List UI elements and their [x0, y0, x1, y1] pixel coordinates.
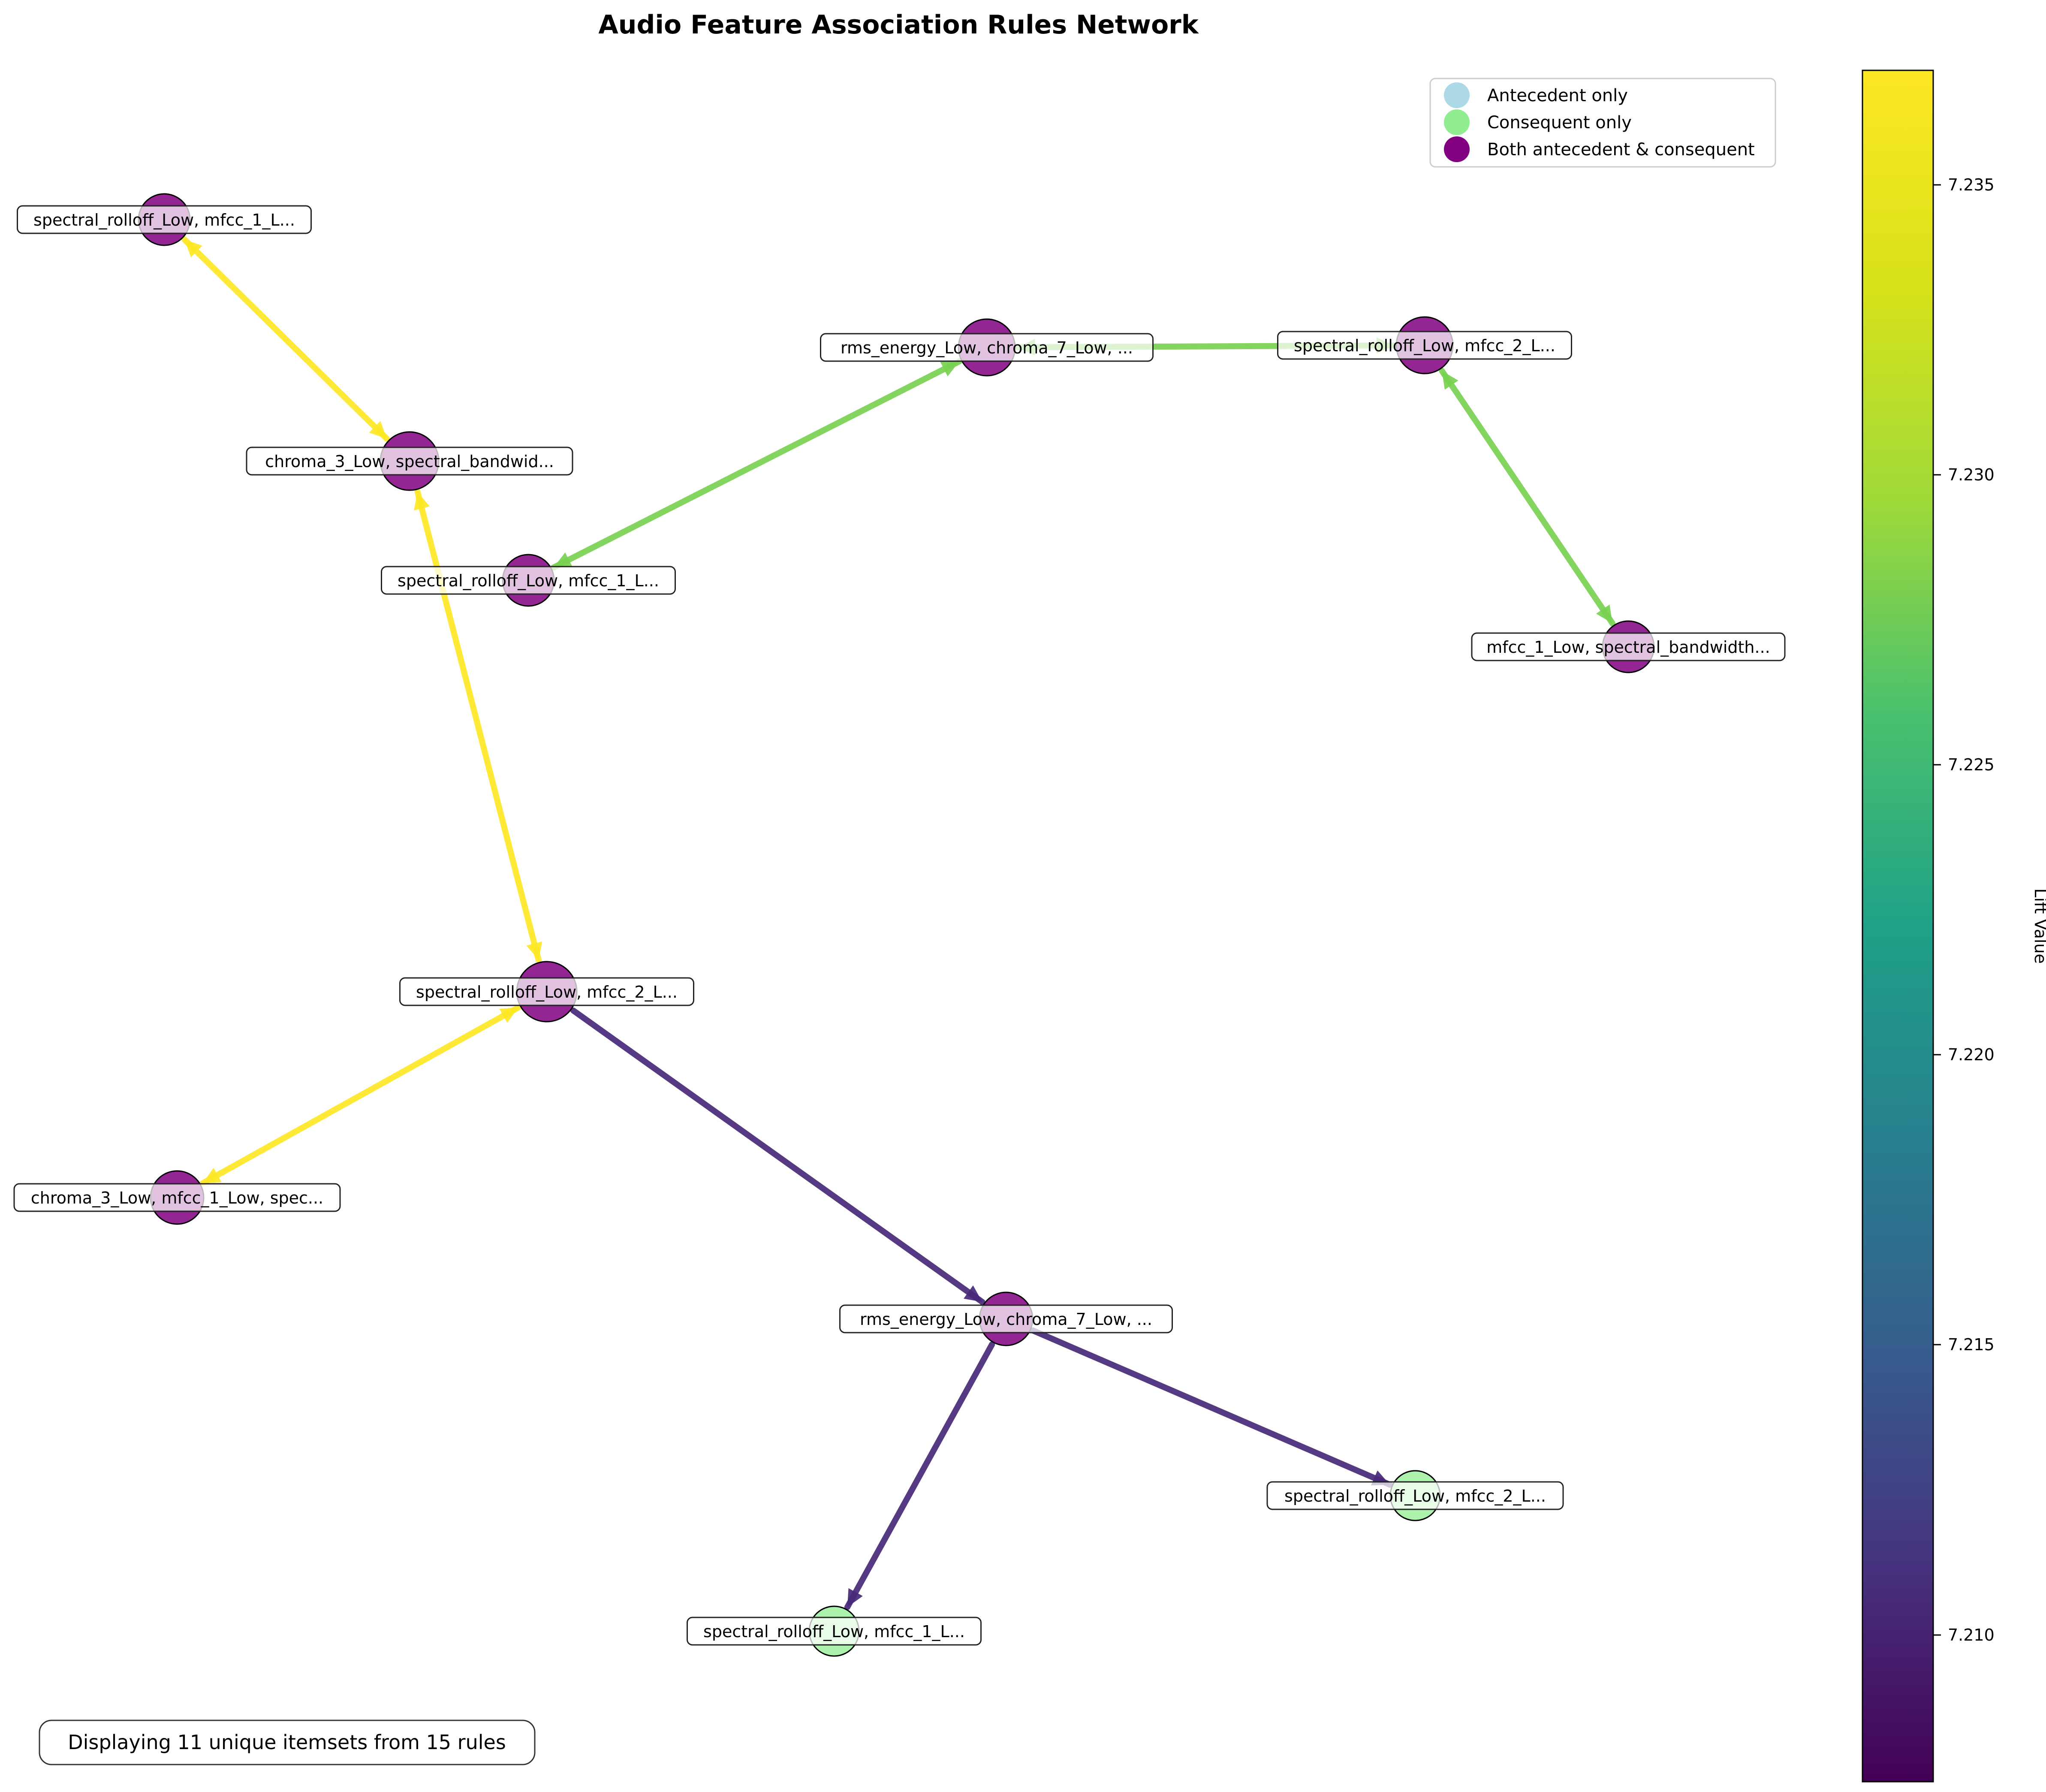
edge-arrowhead [369, 421, 387, 439]
edge-line [181, 236, 390, 442]
node-label-box [399, 977, 694, 1006]
colorbar-tick-label: 7.210 [1948, 1626, 1995, 1644]
edge-line [570, 1008, 985, 1305]
itemset-node[interactable]: spectral_rolloff_Low, mfcc_1_L... [17, 193, 312, 246]
colorbar-ticks: 7.210 7.215 7.220 7.225 7.230 7.235 [1933, 175, 1995, 1644]
rule-edge [844, 1341, 995, 1610]
node-label-box [820, 333, 1154, 362]
edge-arrowhead [847, 1588, 863, 1607]
node-label-box [246, 446, 573, 476]
edge-arrowhead [202, 1168, 222, 1183]
itemset-node[interactable]: spectral_rolloff_Low, mfcc_1_L... [381, 554, 676, 607]
legend-marker-both [1444, 136, 1470, 162]
legend-marker-antecedent [1444, 82, 1470, 108]
legend-label-both: Both antecedent & consequent [1487, 140, 1755, 160]
node-label-box [1266, 1481, 1564, 1510]
node-label-box [1277, 331, 1572, 360]
edge-line [844, 1341, 995, 1610]
node-label: chroma_3_Low, spectral_bandwid... [265, 452, 554, 471]
node-label-box [839, 1304, 1173, 1333]
node-label: spectral_rolloff_Low, mfcc_1_L... [703, 1622, 965, 1641]
node-label: mfcc_1_Low, spectral_bandwidth... [1486, 638, 1770, 657]
edge-arrowhead [1442, 371, 1458, 390]
edge-arrowhead [184, 239, 202, 257]
colorbar-tick-label: 7.215 [1948, 1335, 1995, 1354]
itemset-node[interactable]: chroma_3_Low, spectral_bandwid... [246, 431, 573, 491]
colorbar-tick-label: 7.225 [1948, 755, 1995, 774]
edge-arrowhead [499, 1007, 518, 1023]
itemset-node[interactable]: spectral_rolloff_Low, mfcc_2_L... [1266, 1470, 1564, 1521]
footer-note-text: Displaying 11 unique itemsets from 15 ru… [68, 1731, 506, 1754]
rule-edge [1439, 368, 1616, 627]
legend-label-antecedent: Antecedent only [1487, 86, 1628, 106]
colorbar-tick-label: 7.235 [1948, 175, 1995, 194]
itemset-node[interactable]: spectral_rolloff_Low, mfcc_2_L... [399, 961, 694, 1023]
node-label: spectral_rolloff_Low, mfcc_2_L... [416, 983, 678, 1002]
colorbar: 7.210 7.215 7.220 7.225 7.230 7.235 Lift Valu… [1862, 69, 2046, 1783]
node-layer: spectral_rolloff_Low, mfcc_1_L... chroma_… [13, 193, 1786, 1657]
legend-label-consequent: Consequent only [1487, 113, 1632, 133]
edge-arrowhead [553, 552, 573, 568]
edge-arrowhead [964, 1285, 982, 1302]
node-label-box [381, 566, 676, 595]
rule-edge [181, 236, 390, 442]
node-label: spectral_rolloff_Low, mfcc_1_L... [33, 211, 295, 229]
rule-edge [570, 1008, 985, 1305]
footer-note: Displaying 11 unique itemsets from 15 ru… [39, 1720, 536, 1765]
legend: Antecedent only Consequent only Both ant… [1429, 78, 1776, 168]
edge-arrowhead [526, 941, 542, 960]
edge-line [550, 358, 962, 571]
legend-frame [1429, 78, 1776, 168]
itemset-node[interactable]: spectral_rolloff_Low, mfcc_2_L... [1277, 316, 1572, 374]
node-label: spectral_rolloff_Low, mfcc_2_L... [1284, 1487, 1546, 1505]
itemset-node[interactable]: mfcc_1_Low, spectral_bandwidth... [1471, 620, 1786, 673]
node-label: chroma_3_Low, mfcc_1_Low, spec... [31, 1189, 323, 1207]
rule-edge [1030, 1327, 1393, 1488]
colorbar-label: Lift Value [2031, 888, 2046, 964]
chart-title: Audio Feature Association Rules Network [598, 10, 1199, 40]
edge-line [199, 1004, 521, 1186]
edge-arrowhead [940, 361, 959, 377]
itemset-node[interactable]: rms_energy_Low, chroma_7_Low, ... [820, 318, 1154, 377]
node-label: rms_energy_Low, chroma_7_Low, ... [860, 1310, 1152, 1329]
node-label: spectral_rolloff_Low, mfcc_1_L... [398, 571, 659, 590]
legend-marker-consequent [1444, 109, 1470, 135]
node-label: spectral_rolloff_Low, mfcc_2_L... [1294, 336, 1555, 355]
itemset-node[interactable]: chroma_3_Low, mfcc_1_Low, spec... [13, 1170, 341, 1225]
node-label: rms_energy_Low, chroma_7_Low, ... [841, 338, 1133, 357]
itemset-node[interactable]: rms_energy_Low, chroma_7_Low, ... [839, 1291, 1173, 1346]
colorbar-gradient [1862, 69, 1934, 1783]
footer-note-frame [39, 1720, 536, 1765]
node-label-box [13, 1183, 341, 1212]
colorbar-tick-label: 7.230 [1948, 465, 1995, 484]
colorbar-tick-label: 7.220 [1948, 1045, 1995, 1064]
edge-arrowhead [414, 492, 430, 511]
rule-edge [550, 358, 962, 571]
rule-edge [199, 1004, 521, 1186]
itemset-node[interactable]: spectral_rolloff_Low, mfcc_1_L... [687, 1605, 982, 1657]
node-label-box [1471, 632, 1786, 661]
node-label-box [17, 205, 312, 234]
node-label-box [687, 1617, 982, 1646]
edge-line [1439, 368, 1616, 627]
edge-arrowhead [1596, 604, 1613, 624]
edge-line [1030, 1327, 1393, 1488]
